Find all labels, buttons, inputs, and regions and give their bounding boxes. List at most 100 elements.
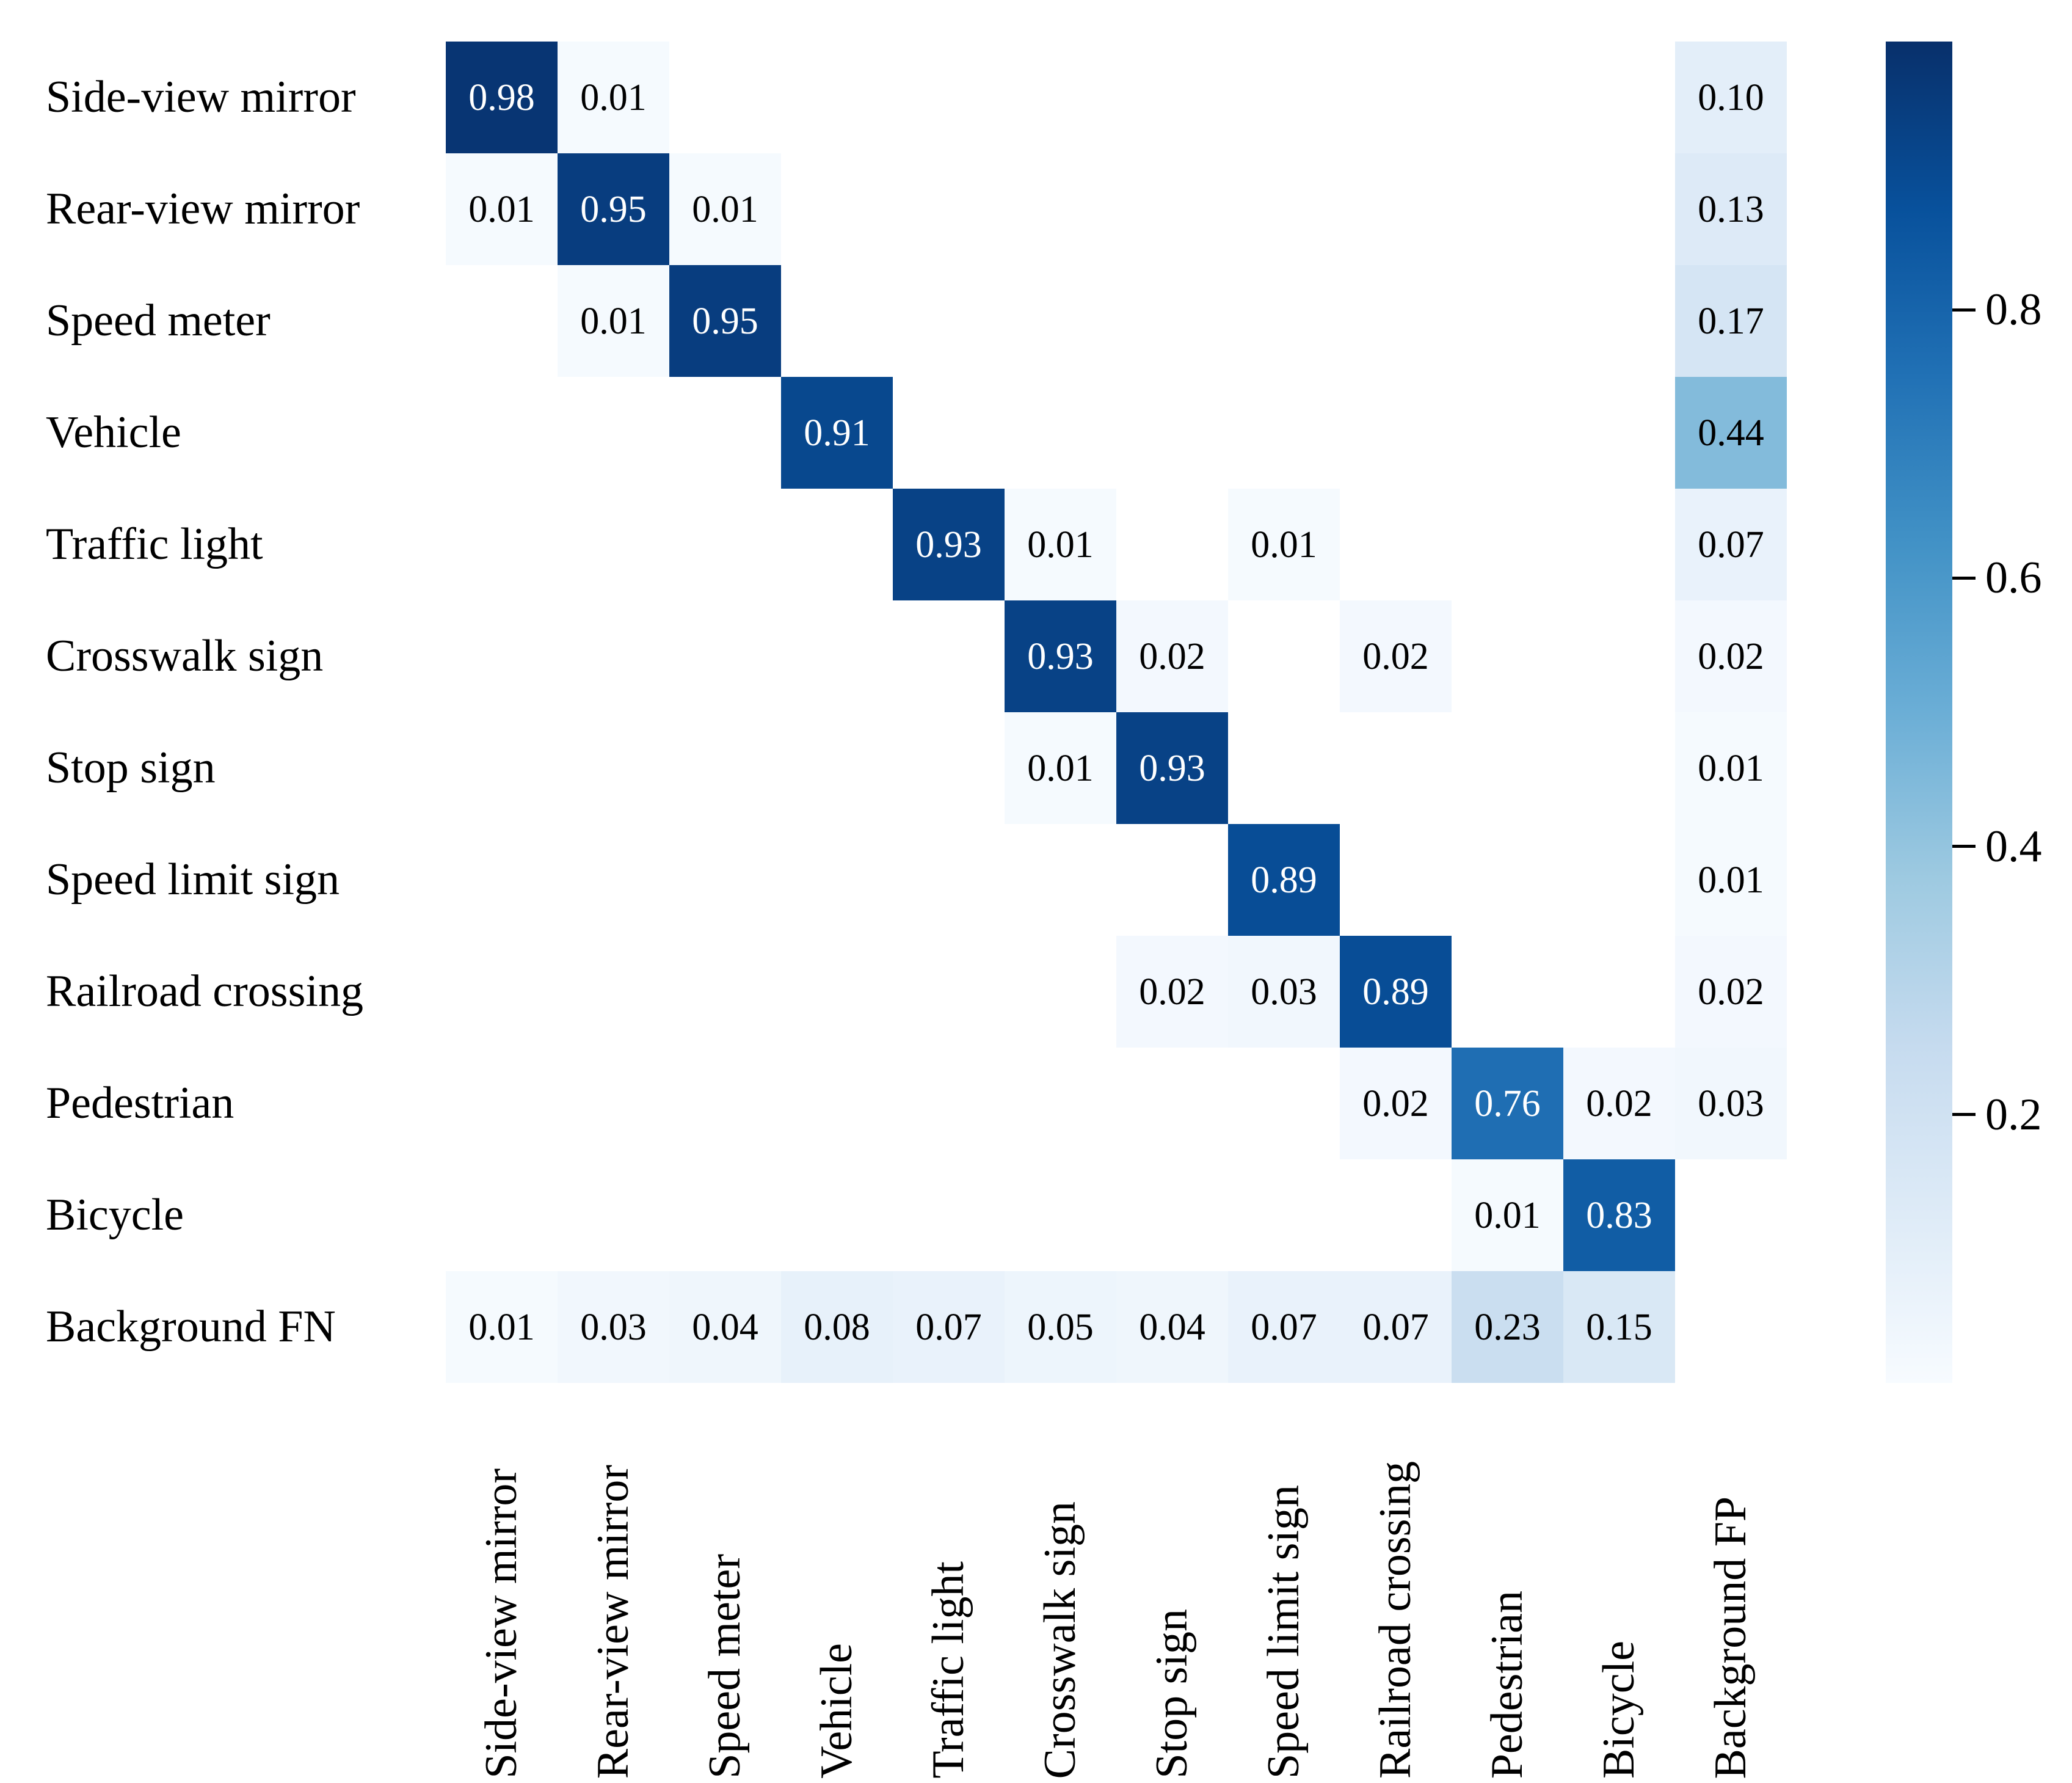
heatmap-cell — [558, 377, 669, 489]
column-label-slot: Traffic light — [893, 1399, 1005, 1779]
heatmap-cell — [669, 1159, 781, 1271]
heatmap-cell: 0.02 — [1340, 600, 1452, 712]
column-label-slot: Rear-view mirror — [558, 1399, 669, 1779]
heatmap-cell — [446, 824, 558, 936]
heatmap-cell: 0.01 — [558, 265, 669, 377]
heatmap-cell — [781, 824, 893, 936]
heatmap-cell — [669, 712, 781, 824]
heatmap-cell: 0.91 — [781, 377, 893, 489]
heatmap-cell — [1005, 42, 1116, 153]
colorbar-tick — [1952, 576, 1976, 580]
heatmap-cell — [1228, 1048, 1340, 1159]
heatmap-cell: 0.01 — [446, 1271, 558, 1383]
heatmap-cell — [893, 712, 1005, 824]
heatmap-cell: 0.95 — [558, 153, 669, 265]
heatmap-cell — [1452, 265, 1563, 377]
row-label: Crosswalk sign — [46, 631, 324, 681]
heatmap-cell: 0.03 — [1675, 1048, 1787, 1159]
column-label-slot: Speed limit sign — [1228, 1399, 1340, 1779]
heatmap-cell: 0.93 — [1005, 600, 1116, 712]
heatmap-cell — [446, 489, 558, 600]
row-label: Traffic light — [46, 519, 263, 569]
row-label: Railroad crossing — [46, 966, 363, 1016]
heatmap-cell — [1005, 153, 1116, 265]
row-label: Stop sign — [46, 743, 216, 793]
heatmap-cell — [1005, 936, 1116, 1048]
heatmap-cell — [781, 265, 893, 377]
row-label: Pedestrian — [46, 1078, 234, 1128]
heatmap-cell: 0.95 — [669, 265, 781, 377]
heatmap-cell — [1563, 265, 1675, 377]
heatmap-cell: 0.05 — [1005, 1271, 1116, 1383]
heatmap-cell: 0.01 — [558, 42, 669, 153]
row-label: Rear-view mirror — [46, 184, 360, 234]
heatmap-cell: 0.17 — [1675, 265, 1787, 377]
heatmap-cell: 0.76 — [1452, 1048, 1563, 1159]
heatmap-cell: 0.15 — [1563, 1271, 1675, 1383]
heatmap-cell: 0.01 — [669, 153, 781, 265]
column-label: Crosswalk sign — [1035, 1501, 1085, 1779]
heatmap-cell — [1340, 489, 1452, 600]
colorbar-tick — [1952, 308, 1976, 312]
x-axis-labels: Side-view mirror Rear-view mirror Speed me… — [446, 1399, 1787, 1779]
heatmap-cell — [893, 936, 1005, 1048]
heatmap-cell — [669, 936, 781, 1048]
column-label-slot: Railroad crossing — [1340, 1399, 1452, 1779]
heatmap-cell — [1340, 265, 1452, 377]
heatmap-cell: 0.07 — [1228, 1271, 1340, 1383]
column-label-slot: Speed meter — [669, 1399, 781, 1779]
heatmap-cell: 0.01 — [1675, 712, 1787, 824]
column-label: Railroad crossing — [1370, 1461, 1420, 1779]
heatmap-cell — [1452, 377, 1563, 489]
heatmap-cell — [1116, 42, 1228, 153]
column-label-slot: Side-view mirror — [446, 1399, 558, 1779]
row-label: Vehicle — [46, 407, 181, 458]
heatmap-cell — [1005, 1159, 1116, 1271]
heatmap-cell — [781, 153, 893, 265]
heatmap-cell — [1228, 265, 1340, 377]
heatmap-cell — [1452, 153, 1563, 265]
column-label-slot: Background FP — [1675, 1399, 1787, 1779]
heatmap-cell: 0.44 — [1675, 377, 1787, 489]
heatmap-cell — [1563, 377, 1675, 489]
heatmap-cell — [1452, 489, 1563, 600]
heatmap-cell — [446, 265, 558, 377]
heatmap-cell — [446, 936, 558, 1048]
heatmap-cell — [893, 153, 1005, 265]
heatmap-cell: 0.07 — [1340, 1271, 1452, 1383]
row-label: Speed limit sign — [46, 855, 340, 905]
heatmap-cell: 0.07 — [1675, 489, 1787, 600]
column-label-slot: Bicycle — [1563, 1399, 1675, 1779]
column-label-slot: Pedestrian — [1452, 1399, 1563, 1779]
heatmap-cell — [669, 42, 781, 153]
row-label: Background FN — [46, 1302, 336, 1352]
heatmap-cell — [1563, 824, 1675, 936]
heatmap-cell — [1116, 153, 1228, 265]
heatmap-cell — [781, 936, 893, 1048]
colorbar: 0.8 0.6 0.4 0.2 — [1886, 42, 2072, 1383]
heatmap-cell — [893, 377, 1005, 489]
heatmap-cell: 0.03 — [558, 1271, 669, 1383]
heatmap-cell — [446, 1048, 558, 1159]
heatmap-cell — [1116, 489, 1228, 600]
heatmap-cell — [1005, 824, 1116, 936]
heatmap-cell: 0.02 — [1116, 936, 1228, 1048]
column-label: Stop sign — [1147, 1609, 1197, 1779]
heatmap-cell — [781, 42, 893, 153]
heatmap-cell — [1116, 377, 1228, 489]
colorbar-tick-label: 0.2 — [1985, 1089, 2042, 1140]
heatmap-cell: 0.04 — [1116, 1271, 1228, 1383]
heatmap-cell — [781, 1048, 893, 1159]
heatmap-cell — [893, 824, 1005, 936]
heatmap-cell — [558, 1159, 669, 1271]
heatmap-cell: 0.93 — [1116, 712, 1228, 824]
heatmap-cell: 0.89 — [1228, 824, 1340, 936]
y-axis-labels: Side-view mirror Rear-view mirror Speed me… — [46, 42, 443, 1383]
heatmap-cell: 0.89 — [1340, 936, 1452, 1048]
heatmap-cell: 0.02 — [1116, 600, 1228, 712]
heatmap-cell: 0.23 — [1452, 1271, 1563, 1383]
heatmap-cell: 0.10 — [1675, 42, 1787, 153]
heatmap-cell — [446, 712, 558, 824]
colorbar-tick — [1952, 1113, 1976, 1117]
heatmap-cell — [1340, 712, 1452, 824]
